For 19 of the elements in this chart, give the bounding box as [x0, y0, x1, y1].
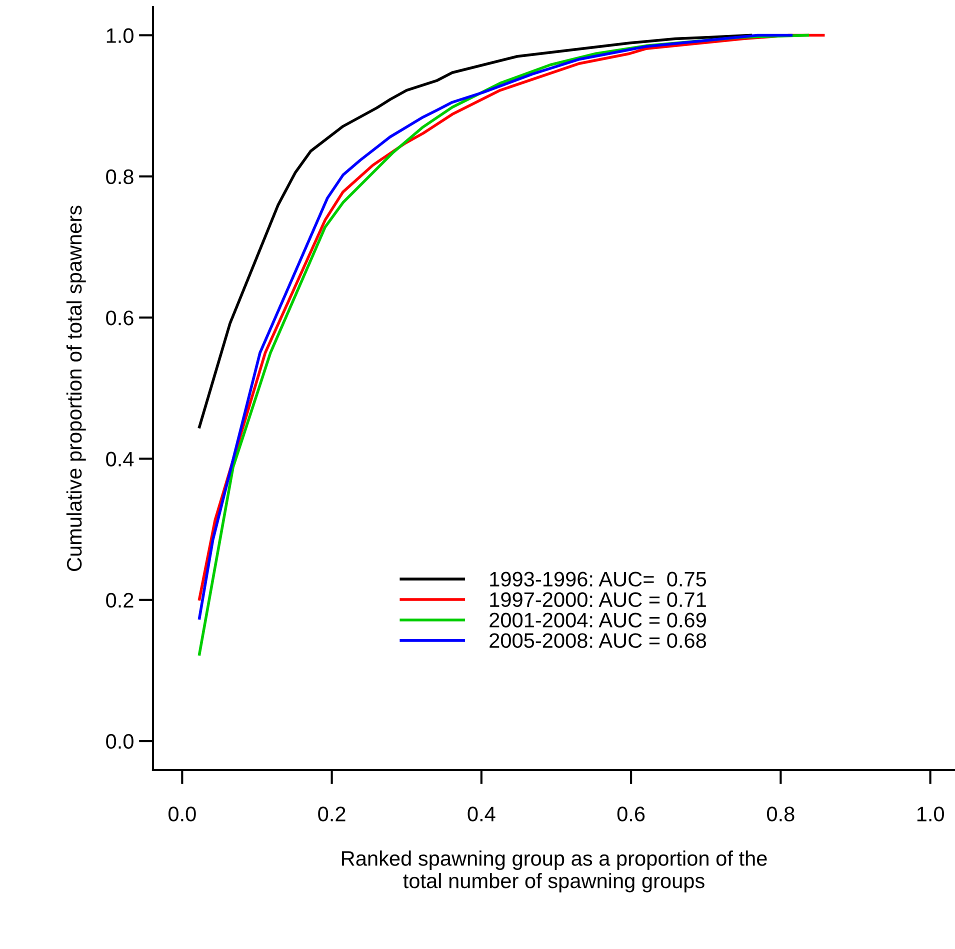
x-tick-label: 0.6 — [617, 806, 645, 822]
x-tick-label: 1.0 — [917, 806, 944, 822]
line-series — [198, 34, 752, 428]
x-axis-title: Ranked spawning group as a proportion of the total number of spawning groups — [342, 850, 767, 892]
y-tick-label: 0.6 — [106, 310, 134, 326]
y-tick-label: 0.8 — [106, 169, 134, 184]
y-tick-label: 0.4 — [106, 452, 134, 466]
x-tick-label: 0.2 — [318, 806, 346, 822]
x-tick-label: 0.8 — [767, 806, 794, 822]
legend-label: 2005-2008: AUC = 0.68 — [490, 633, 706, 648]
y-tick-label: 1.0 — [106, 28, 134, 43]
legend-label: 1993-1996: AUC= 0.75 — [490, 572, 706, 587]
x-tick-label: 0.0 — [168, 806, 196, 822]
y-tick-label: 0.0 — [106, 734, 134, 749]
x-tick-label: 0.4 — [468, 806, 496, 822]
y-tick-label: 0.2 — [106, 592, 134, 608]
y-axis-title: Cumulative proportion of total spawners — [66, 206, 86, 571]
legend-label: 1997-2000: AUC = 0.71 — [490, 592, 706, 608]
legend-label: 2001-2004: AUC = 0.69 — [490, 612, 706, 628]
